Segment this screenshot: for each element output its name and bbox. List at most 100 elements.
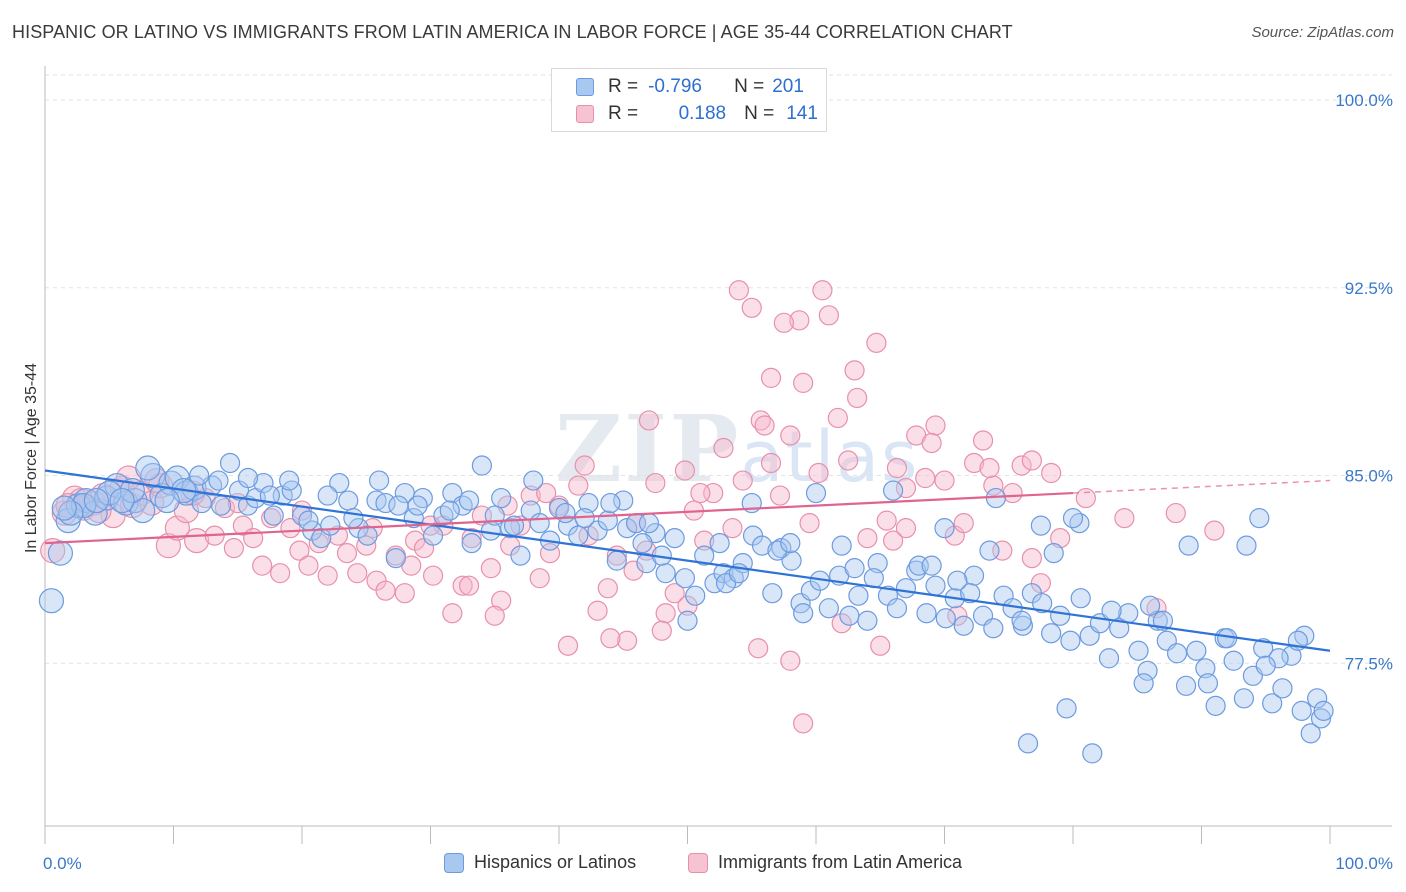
pink-point-81 [818,305,839,326]
pink-point-93 [934,470,955,491]
blue-point-149 [96,480,122,506]
blue-point-170 [1268,648,1289,669]
pink-point-80 [808,462,829,484]
blue-point-119 [1166,643,1188,664]
blue-point-189 [439,500,460,521]
pink-point-18 [214,497,235,519]
blue-point-20 [219,452,241,474]
blue-point-134 [1310,708,1332,729]
pink-point-51 [529,568,550,589]
blue-point-139 [805,482,827,504]
pink-point-89 [895,518,917,539]
blue-point-47 [471,455,492,476]
blue-point-125 [1223,650,1244,671]
blue-point-126 [1233,688,1255,709]
blue-point-197 [83,487,110,514]
pink-point-92 [925,415,946,436]
blue-point-69 [685,585,706,606]
pink-point-22 [252,555,273,576]
blue-point-88 [867,553,888,574]
pink-point-115 [921,432,942,454]
pink-point-150 [623,560,644,581]
y-tick-label-1: 85.0% [1345,467,1393,486]
pink-point-133 [780,650,801,671]
blue-point-49 [491,487,512,509]
pink-point-146 [484,605,505,626]
pink-point-116 [979,457,1000,479]
blue-point-177 [1133,673,1154,694]
blue-point-141 [934,518,955,539]
pink-point-19 [223,538,244,559]
pink-point-79 [799,512,820,534]
pink-point-68 [694,530,715,551]
blue-point-95 [935,608,956,629]
pink-point-87 [876,510,897,531]
legend-row-blue: R = -0.796 N = 201 [576,74,804,100]
pink-point-134 [793,713,814,734]
blue-point-132 [1291,700,1312,721]
blue-point-120 [1175,675,1197,696]
pink-point-31 [336,543,358,564]
blue-point-61 [606,550,627,571]
blue-point-108 [1060,630,1081,651]
pink-point-106 [728,280,750,301]
legend-item-immigrants: Immigrants from Latin America [688,852,962,873]
pink-point-144 [1204,520,1225,541]
blue-point-9 [122,487,148,514]
pink-point-50 [520,485,541,506]
blue-point-168 [1152,610,1174,631]
pink-point-82 [827,407,848,429]
legend-row-pink: R = 0.188 N = 141 [576,101,818,127]
blue-point-166 [1011,610,1032,631]
blue-point-112 [1098,648,1120,669]
blue-point-148 [135,455,161,481]
pink-point-105 [1050,528,1071,549]
blue-point-167 [1101,600,1122,621]
blue-point-144 [458,490,480,511]
pink-point-57 [587,600,608,621]
blue-point-68 [674,568,696,589]
blue-point-192 [298,510,319,531]
blue-point-201 [1139,595,1161,616]
pink-point-96 [963,452,985,474]
blue-point-180 [1082,743,1103,764]
blue-point-142 [613,490,634,511]
blue-point-160 [638,512,660,534]
pink-point-117 [1021,450,1042,471]
pink-point-85 [857,528,878,549]
legend-blue-n-label: N = [734,76,765,97]
blue-point-179 [1017,733,1039,754]
pink-point-23 [261,507,282,529]
blue-point-165 [960,583,981,604]
pink-point-21 [243,528,264,549]
blue-point-66 [655,563,676,584]
legend-blue-r-label: R = [608,76,639,97]
y-tick-label-0: 77.5% [1345,654,1393,673]
blue-point-145 [369,470,390,491]
trend-lines [44,469,1331,652]
blue-point-173 [1236,535,1257,556]
blue-point-46 [461,533,482,554]
pink-point-86 [866,332,887,353]
pink-point-64 [655,603,676,624]
pink-point-139 [831,613,852,634]
blue-point-129 [1262,693,1283,714]
pink-point-65 [664,583,685,604]
pink-point-27 [298,555,319,576]
blue-point-97 [953,615,974,636]
blue-point-33 [338,490,359,511]
pink-point-148 [458,575,480,596]
pink-point-113 [895,477,917,499]
pink-point-35 [375,580,396,601]
pink-point-112 [754,415,775,436]
y-axis-label: In Labor Force | Age 35-44 [23,363,40,553]
blue-point-138 [882,480,904,501]
blue-point-22 [237,495,259,516]
pink-point-30 [327,525,349,546]
pink-point-111 [638,410,660,431]
pink-point-83 [838,450,859,471]
blue-point-161 [709,533,730,554]
pink-point-15 [184,528,210,554]
blue-point-182 [831,535,852,556]
blue-point-150 [70,492,97,519]
